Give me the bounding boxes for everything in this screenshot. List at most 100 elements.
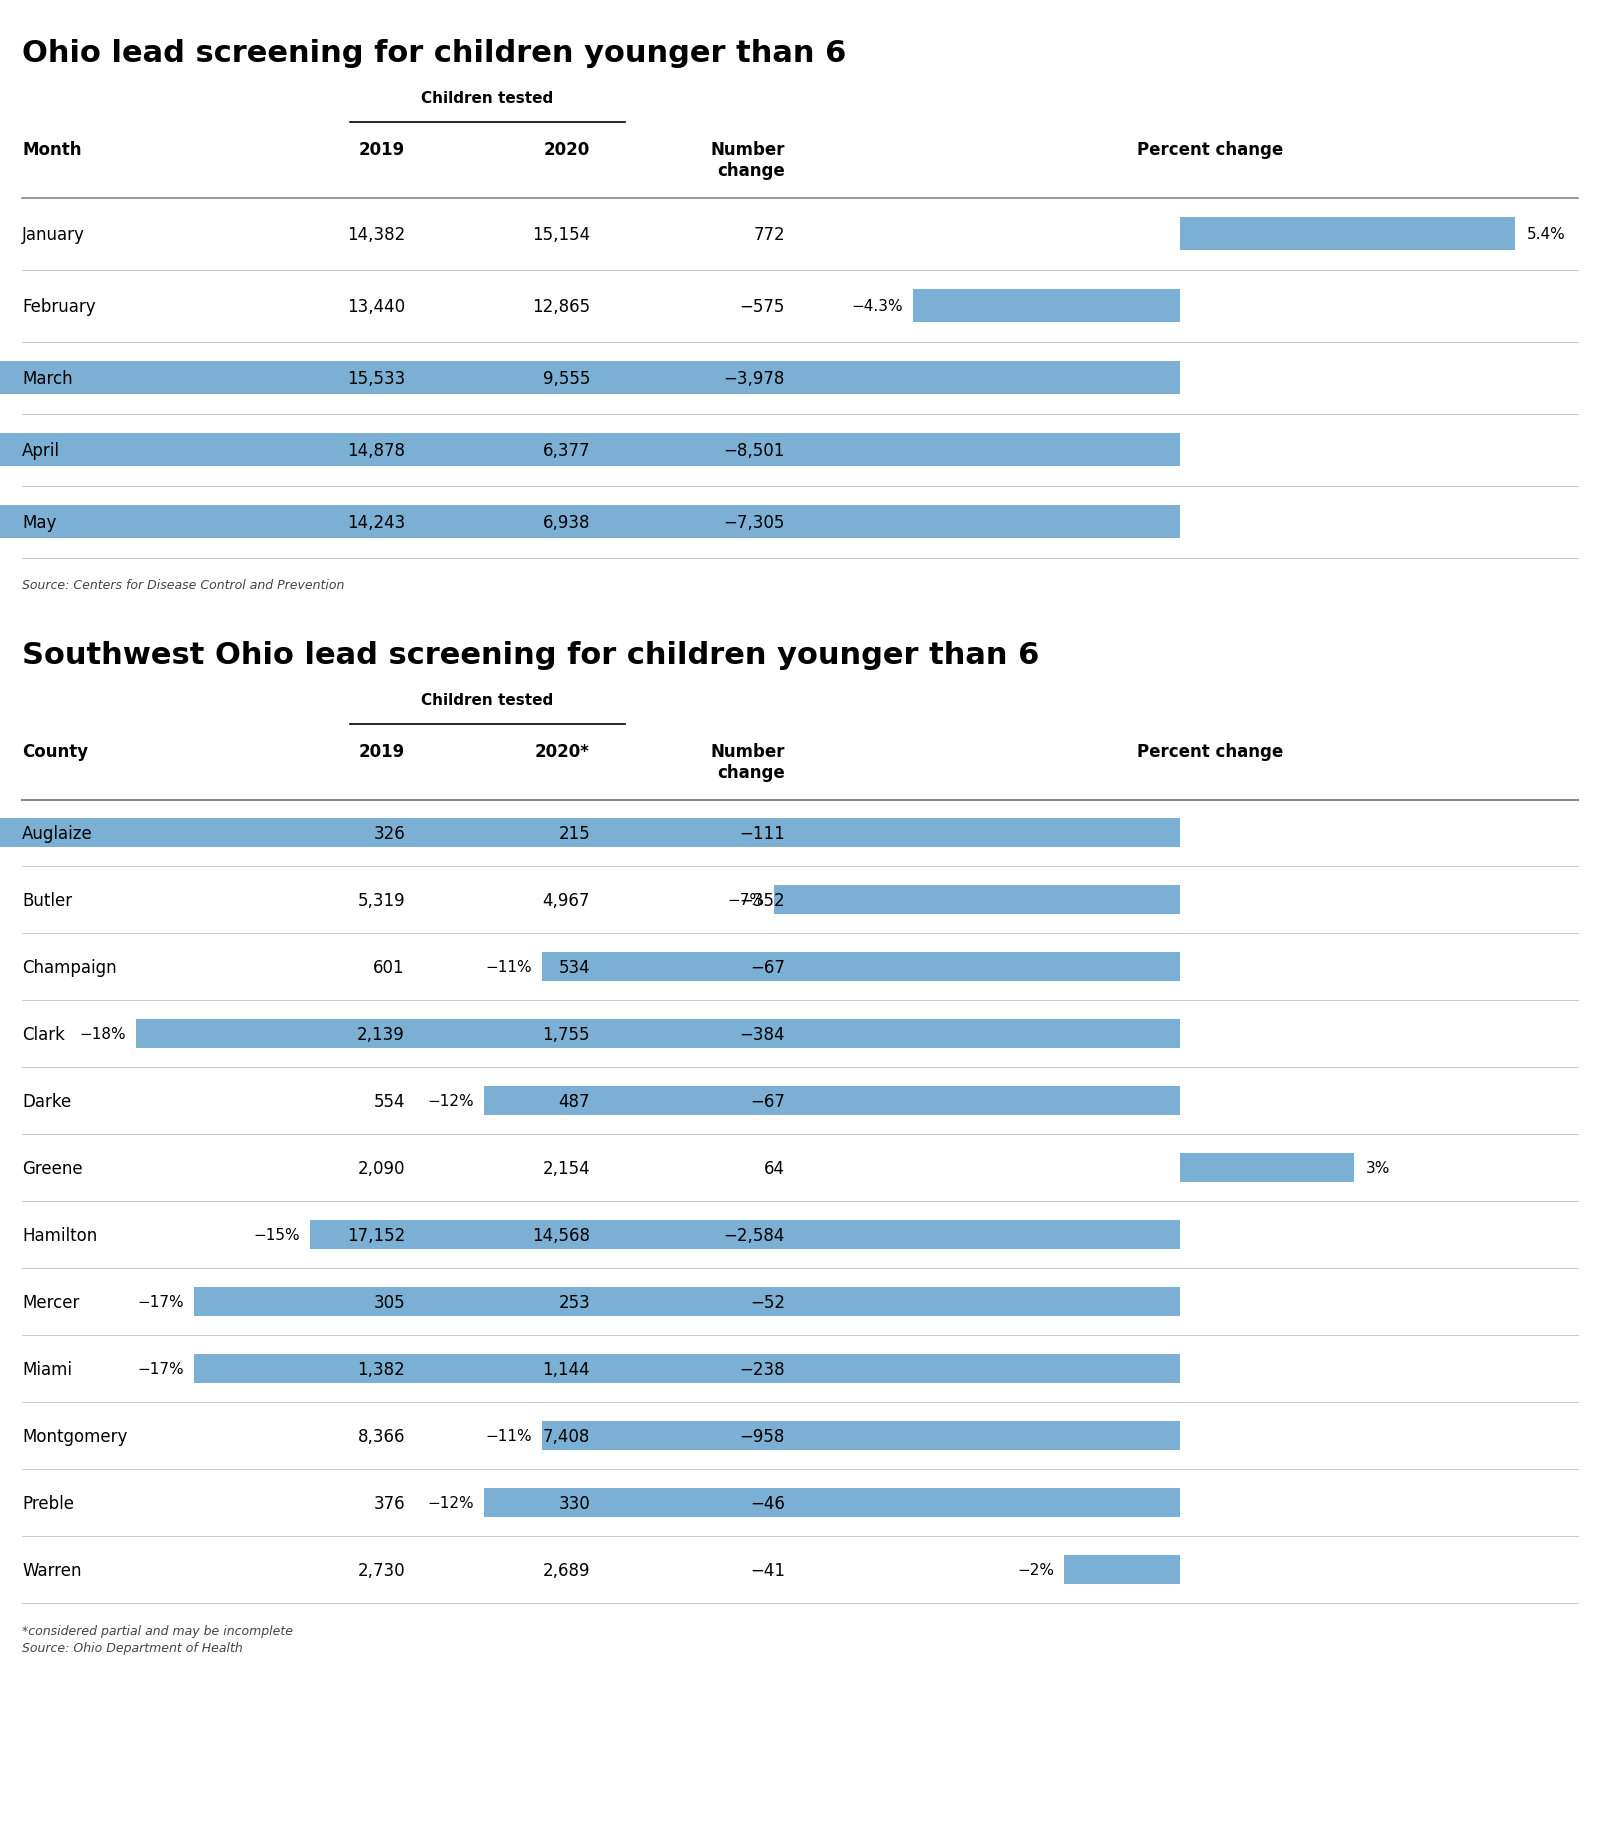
Text: Darke: Darke	[22, 1092, 72, 1110]
Text: 5.4%: 5.4%	[1526, 228, 1565, 242]
Text: 4,967: 4,967	[542, 891, 590, 910]
Text: 2,689: 2,689	[542, 1560, 590, 1579]
Text: Montgomery: Montgomery	[22, 1427, 128, 1446]
Bar	[0, 507, 1181, 540]
Text: −575: −575	[739, 297, 786, 315]
Text: −11%: −11%	[485, 1429, 533, 1444]
Text: −958: −958	[739, 1427, 786, 1446]
Text: 2,154: 2,154	[542, 1159, 590, 1178]
Text: Source: Centers for Disease Control and Prevention: Source: Centers for Disease Control and …	[22, 578, 344, 592]
Text: −41: −41	[750, 1560, 786, 1579]
Text: 12,865: 12,865	[531, 297, 590, 315]
Text: 1,755: 1,755	[542, 1025, 590, 1043]
Bar	[542, 1422, 1181, 1451]
Text: −18%: −18%	[80, 1026, 126, 1043]
Text: Number
change: Number change	[710, 742, 786, 782]
Text: −111: −111	[739, 824, 786, 842]
Text: −2%: −2%	[1018, 1562, 1054, 1577]
Text: 17,152: 17,152	[347, 1227, 405, 1245]
Text: 601: 601	[373, 959, 405, 977]
Text: 2020: 2020	[544, 140, 590, 159]
Text: 3%: 3%	[1366, 1161, 1390, 1176]
Text: 2,090: 2,090	[357, 1159, 405, 1178]
Text: 1,144: 1,144	[542, 1360, 590, 1378]
Text: 772: 772	[754, 226, 786, 244]
Text: −352: −352	[739, 891, 786, 910]
Text: 13,440: 13,440	[347, 297, 405, 315]
Text: −52: −52	[750, 1293, 786, 1311]
Text: Percent change: Percent change	[1138, 742, 1283, 760]
Text: Warren: Warren	[22, 1560, 82, 1579]
Text: Number
change: Number change	[710, 140, 786, 180]
Text: −12%: −12%	[427, 1495, 474, 1511]
Text: Auglaize: Auglaize	[22, 824, 93, 842]
Text: 8,366: 8,366	[357, 1427, 405, 1446]
Bar	[194, 1287, 1181, 1316]
Text: 2,139: 2,139	[357, 1025, 405, 1043]
Bar	[136, 1019, 1181, 1048]
Text: January: January	[22, 226, 85, 244]
Text: 64: 64	[765, 1159, 786, 1178]
Text: −3,978: −3,978	[723, 370, 786, 388]
Text: 487: 487	[558, 1092, 590, 1110]
Text: 215: 215	[558, 824, 590, 842]
Text: Month: Month	[22, 140, 82, 159]
Text: −11%: −11%	[485, 961, 533, 975]
Text: 7,408: 7,408	[542, 1427, 590, 1446]
Text: 14,568: 14,568	[531, 1227, 590, 1245]
Text: 534: 534	[558, 959, 590, 977]
Text: 5,319: 5,319	[357, 891, 405, 910]
Text: February: February	[22, 297, 96, 315]
Text: 2019: 2019	[358, 742, 405, 760]
Text: −7,305: −7,305	[723, 514, 786, 532]
Text: −46: −46	[750, 1495, 786, 1511]
Text: Champaign: Champaign	[22, 959, 117, 977]
Text: −67: −67	[750, 1092, 786, 1110]
Text: Clark: Clark	[22, 1025, 66, 1043]
Text: Hamilton: Hamilton	[22, 1227, 98, 1245]
Bar	[483, 1087, 1181, 1116]
Text: *considered partial and may be incomplete
Source: Ohio Department of Health: *considered partial and may be incomplet…	[22, 1624, 293, 1653]
Text: −17%: −17%	[138, 1294, 184, 1309]
Text: Butler: Butler	[22, 891, 72, 910]
Text: Children tested: Children tested	[421, 693, 554, 707]
Bar	[1064, 1555, 1181, 1584]
Text: March: March	[22, 370, 72, 388]
Bar	[1181, 219, 1515, 252]
Text: Preble: Preble	[22, 1495, 74, 1511]
Text: Ohio lead screening for children younger than 6: Ohio lead screening for children younger…	[22, 38, 846, 67]
Bar	[1181, 1154, 1354, 1183]
Text: −17%: −17%	[138, 1362, 184, 1376]
Text: May: May	[22, 514, 56, 532]
Text: −15%: −15%	[253, 1229, 301, 1243]
Text: Percent change: Percent change	[1138, 140, 1283, 159]
Bar	[774, 886, 1181, 915]
Text: 15,533: 15,533	[347, 370, 405, 388]
Text: Miami: Miami	[22, 1360, 72, 1378]
Text: 305: 305	[373, 1293, 405, 1311]
Text: −2,584: −2,584	[723, 1227, 786, 1245]
Text: 330: 330	[558, 1495, 590, 1511]
Text: −7%: −7%	[726, 893, 765, 908]
Text: Greene: Greene	[22, 1159, 83, 1178]
Text: 1,382: 1,382	[357, 1360, 405, 1378]
Text: 6,377: 6,377	[542, 441, 590, 459]
Text: 14,382: 14,382	[347, 226, 405, 244]
Text: 554: 554	[373, 1092, 405, 1110]
Text: 2020*: 2020*	[534, 742, 590, 760]
Text: 9,555: 9,555	[542, 370, 590, 388]
Text: 6,938: 6,938	[542, 514, 590, 532]
Text: −384: −384	[739, 1025, 786, 1043]
Text: Southwest Ohio lead screening for children younger than 6: Southwest Ohio lead screening for childr…	[22, 640, 1040, 669]
Text: −238: −238	[739, 1360, 786, 1378]
Text: 376: 376	[373, 1495, 405, 1511]
Text: 14,878: 14,878	[347, 441, 405, 459]
Text: 326: 326	[373, 824, 405, 842]
Bar	[483, 1489, 1181, 1519]
Bar	[542, 953, 1181, 983]
Bar	[194, 1354, 1181, 1384]
Text: 2019: 2019	[358, 140, 405, 159]
Text: −12%: −12%	[427, 1094, 474, 1108]
Text: −8,501: −8,501	[723, 441, 786, 459]
Text: −67: −67	[750, 959, 786, 977]
